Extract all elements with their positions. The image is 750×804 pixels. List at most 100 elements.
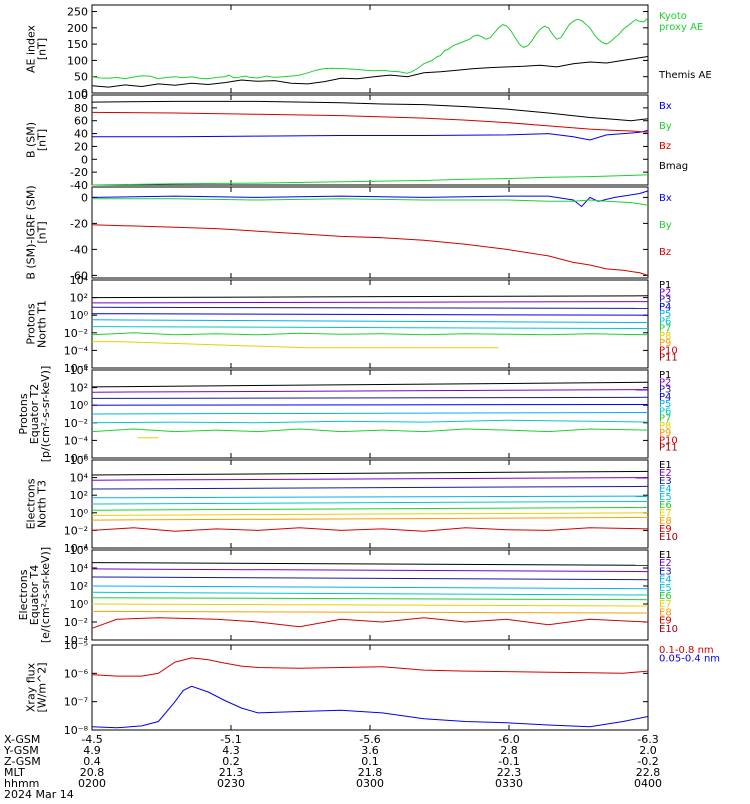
series-line-E8 [91,516,649,521]
legend-item: E9 [659,616,672,627]
legend-item: E1 [659,460,672,471]
y-tick-label: 50 [74,71,88,84]
y-axis-label: AE index [25,24,38,73]
ephemeris-table: X-GSM -4.5 -5.1 -5.6 -6.0 -6.3 Y-GSM 4.9 4.3 3.6 2… [3,733,662,801]
y-tick-label: 10² [70,489,88,502]
legend-item: Kyoto [659,11,687,22]
ephemeris-value: -5.6 [359,733,380,746]
legend-item: E5 [659,492,672,503]
legend-item: P4 [659,392,671,403]
legend-item: P7 [659,324,671,335]
ephemeris-value: -4.5 [81,733,102,746]
y-tick-label: 10⁻⁶ [64,362,89,375]
legend-item: E7 [659,508,672,519]
ephemeris-value: 4.3 [222,744,240,757]
y-tick-label: 10⁰ [70,507,89,520]
legend-item: E8 [659,607,672,618]
series-line-Bx [92,129,649,141]
series-line-E3 [91,576,649,581]
y-tick-label: 80 [74,102,88,115]
y-tick-label: 0 [81,153,88,166]
y-tick-label: 0 [81,191,88,204]
y-axis-label: Protons [17,393,30,434]
y-tick-label: 10⁴ [70,274,89,287]
series-line-Bx [91,190,649,208]
y-tick-label: 200 [67,22,88,35]
series-line-By [91,174,649,186]
legend-item: P3 [659,385,671,396]
y-axis-label: Xray flux [25,662,38,712]
y-tick-label: 150 [67,38,88,51]
series-line-E3 [91,485,649,490]
ephemeris-value: 22.8 [636,766,661,779]
legend-item: P1 [659,280,671,291]
series-line-E6 [91,507,649,511]
y-tick-label: 10⁴ [70,562,89,575]
legend-item: Bx [659,193,672,204]
y-axis-label: Protons [25,303,38,344]
y-tick-label: -40 [70,243,88,256]
y-axis-label: B (SM)-IGRF (SM) [25,185,38,279]
legend-item: By [659,121,672,132]
legend-item: E3 [659,566,672,577]
y-tick-label: -20 [70,217,88,230]
y-tick-label: 10⁻² [64,327,88,340]
legend-item: E4 [659,575,672,586]
ephemeris-value: 0230 [217,777,245,790]
legend-item: E6 [659,591,672,602]
ephemeris-value: 2.8 [500,744,518,757]
y-axis-label: [nT] [36,221,49,243]
series-line-P3 [91,396,649,399]
y-axis-label: Electrons [17,569,30,620]
ephemeris-value: 21.3 [219,766,244,779]
series-line-E6 [91,597,649,601]
ephemeris-value: -0.1 [498,755,519,768]
legend-item: E9 [659,524,672,535]
ephemeris-value: 3.6 [361,744,379,757]
ephemeris-value: -6.0 [498,733,519,746]
legend-item: P5 [659,309,671,320]
series-line-P7 [91,428,649,433]
legend-item: P4 [659,302,671,313]
series-line-Kyoto-proxy-AE [91,17,649,80]
y-tick-label: -60 [70,269,88,282]
y-tick-label: 60 [74,115,88,128]
legend-item: E10 [659,624,678,635]
y-axis-label: [p/(cm²-s-sr-keV)] [39,366,52,463]
ephemeris-row-label: MLT [4,766,25,779]
y-axis-label: [nT] [36,129,49,151]
legend-item: P6 [659,316,671,327]
y-tick-label: 10⁻⁸ [64,724,89,737]
legend-item: 0.05-0.4 nm [659,653,720,664]
ephemeris-value: 0.1 [361,755,379,768]
y-axis-label: [nT] [36,38,49,60]
y-axis-label: B (SM) [25,122,38,158]
y-tick-label: 10⁻⁴ [64,542,89,555]
y-tick-label: 250 [67,6,88,19]
legend-item: P9 [659,428,671,439]
ephemeris-value: 2.0 [639,744,657,757]
series-line-0.05-0.4-nm [91,685,649,729]
legend-item: E8 [659,516,672,527]
y-axis-label: [e/(cm²-s-sr-keV)] [39,547,52,643]
ephemeris-value: 0300 [356,777,384,790]
panel-8: 10⁻⁸ 10⁻⁷ 10⁻⁶ 10⁻⁵ Xray flux[W/m^2] 0.1-0.8 … [25,639,721,737]
legend-item: Bmag [659,161,688,172]
series-line-Bz [91,224,649,276]
y-axis-label: Equator T4 [28,565,41,625]
panel-frame [91,4,649,94]
legend-item: E2 [659,558,672,569]
legend-item: P3 [659,295,671,306]
series-line-E1 [91,562,649,566]
series-line-P1 [91,381,649,388]
series-line-E4 [91,585,649,590]
legend-item: P2 [659,377,671,388]
legend-item: E1 [659,550,672,561]
y-tick-label: 10⁰ [70,399,89,412]
y-tick-label: -20 [70,166,88,179]
